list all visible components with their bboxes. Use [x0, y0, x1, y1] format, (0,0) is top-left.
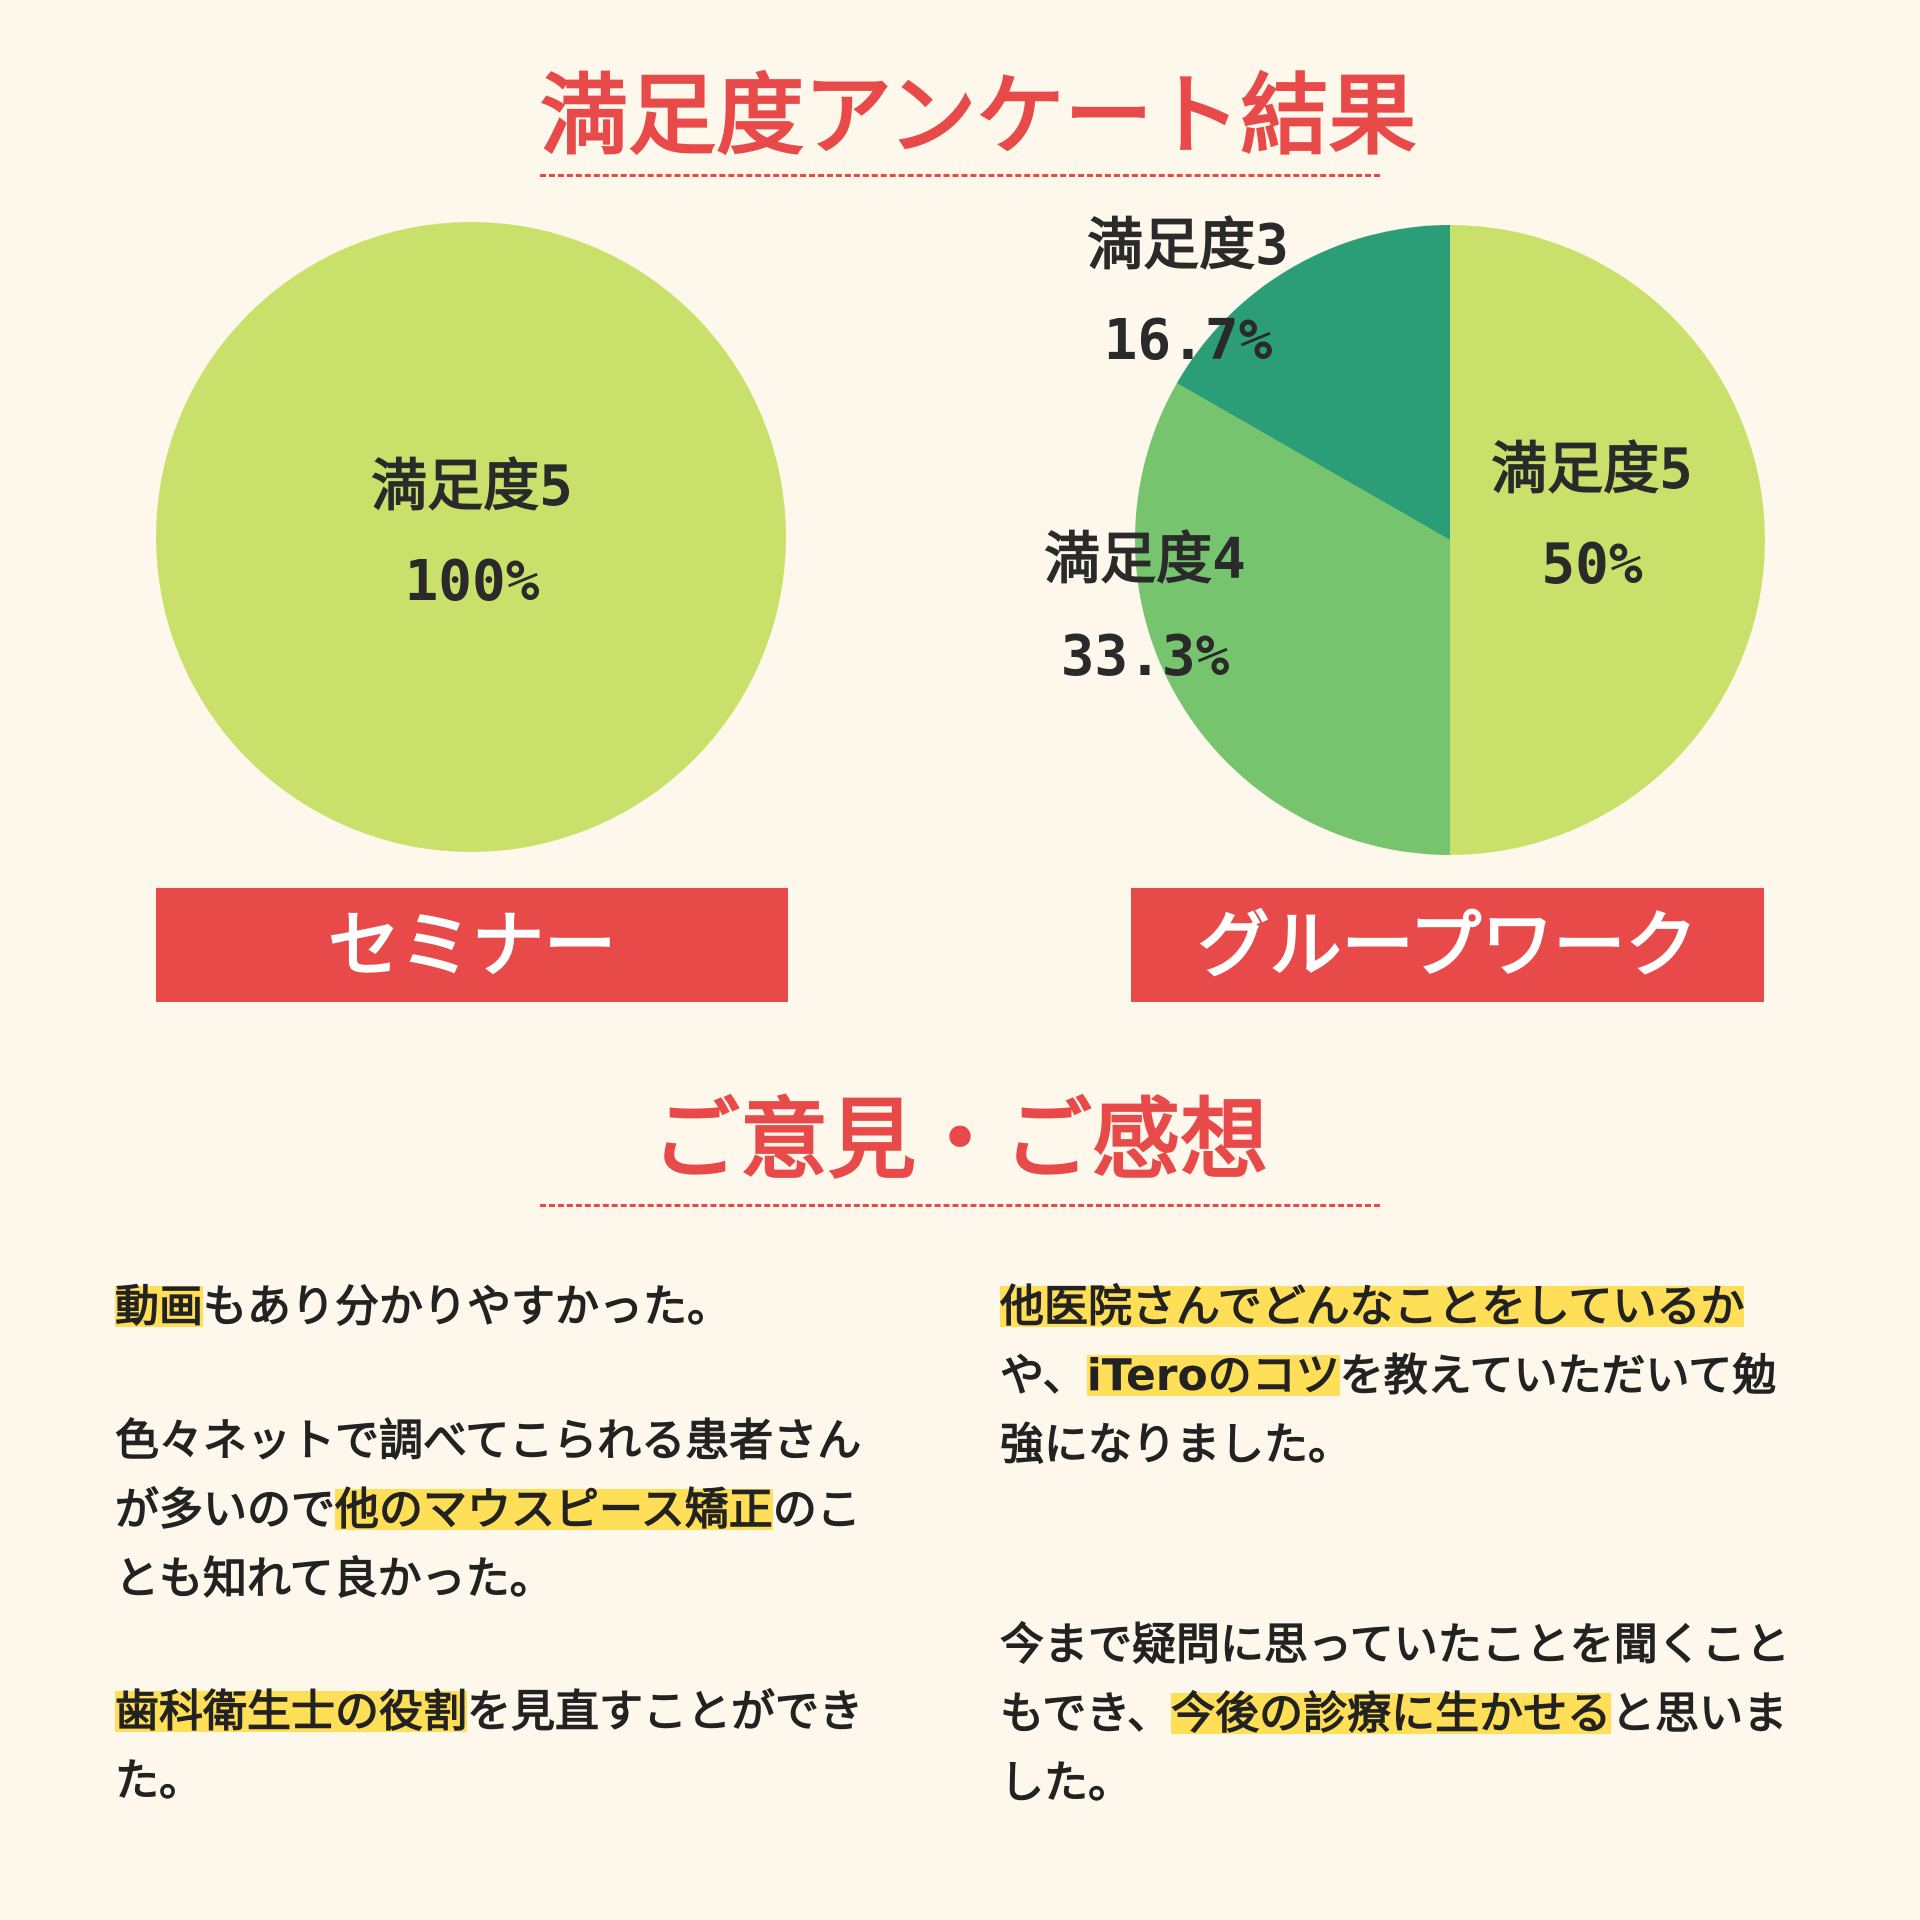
- highlighted-text: 歯科衛生士の役割: [115, 1686, 467, 1737]
- comment-2: 色々ネットで調べてこられる患者さんが多いので他のマウスピース矯正のことも知れて良…: [115, 1406, 895, 1613]
- highlighted-text: 他のマウスピース矯正: [335, 1484, 773, 1535]
- pie-slice-groupwork-3: [1176, 225, 1450, 540]
- comment-3: 歯科衛生士の役割を見直すことができた。: [115, 1677, 895, 1815]
- comment-text: 色々ネットで調べてこられる患者さんが多いので: [115, 1415, 862, 1535]
- groupwork-chart-name: グループワーク: [1131, 888, 1764, 1002]
- comment-5: 今まで疑問に思っていたことを聞くこともでき、今後の診療に生かせると思いました。: [1000, 1610, 1820, 1817]
- comments-title: ご意見・ご感想: [651, 1088, 1268, 1191]
- comment-text: を見直すことができた。: [115, 1686, 863, 1806]
- pie-slice-seminar-1: [156, 222, 786, 852]
- comments-divider: [540, 1204, 1380, 1207]
- comment-text: もあり分かりやすかった。: [203, 1281, 731, 1332]
- comment-4: 他医院さんでどんなことをしているかや、iTeroのコツを教えていただいて勉強にな…: [1000, 1272, 1820, 1479]
- seminar-chart-name: セミナー: [156, 888, 788, 1002]
- pie-slice-label: 満足度4: [1044, 527, 1246, 592]
- pie-slice-groupwork-1: [1450, 225, 1765, 855]
- pie-slice-value: 50%: [1541, 532, 1642, 597]
- pie-slice-groupwork-2: [1134, 383, 1450, 855]
- pie-slice-label: 満足度5: [1491, 437, 1693, 502]
- comment-text: と思いました。: [1000, 1688, 1788, 1808]
- comment-text: を教えていただいて勉強になりました。: [1000, 1350, 1777, 1470]
- highlighted-text: iTeroのコツ: [1086, 1350, 1340, 1401]
- highlighted-text: 動画: [115, 1281, 203, 1332]
- pie-slice-label: 満足度5: [371, 454, 573, 519]
- pie-slice-value: 33.3%: [1061, 624, 1230, 689]
- pie-slice-value: 16.7%: [1104, 308, 1273, 373]
- comment-text: 今まで疑問に思っていたことを聞くこともでき、: [1000, 1619, 1790, 1739]
- highlighted-text: 他医院さんでどんなことをしているか: [1000, 1281, 1745, 1332]
- title-divider: [540, 174, 1380, 177]
- comment-text: や、: [1000, 1350, 1087, 1401]
- highlighted-text: 今後の診療に生かせる: [1171, 1688, 1612, 1739]
- page-title: 満足度アンケート結果: [540, 64, 1417, 167]
- pie-slice-label: 満足度3: [1087, 213, 1289, 278]
- comment-1: 動画もあり分かりやすかった。: [115, 1272, 895, 1341]
- pie-slice-value: 100%: [405, 549, 540, 614]
- comment-text: のことも知れて良かった。: [115, 1484, 861, 1604]
